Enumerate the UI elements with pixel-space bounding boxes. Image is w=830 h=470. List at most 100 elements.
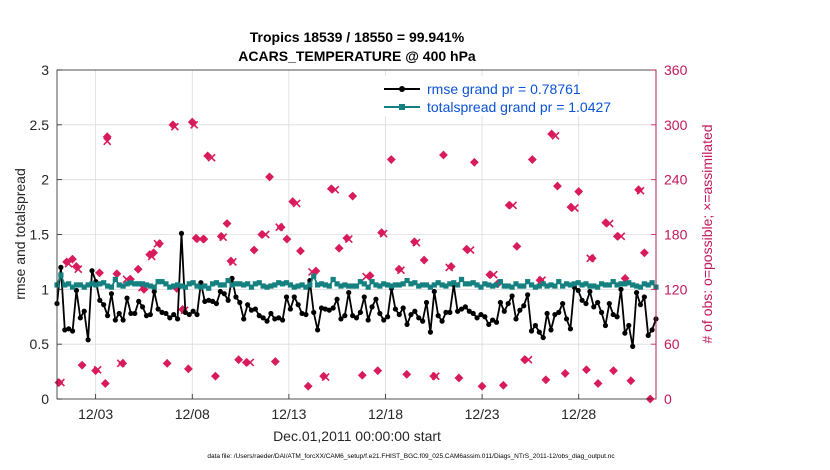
obs-assimilated-marker: [412, 238, 421, 247]
totalspread-point: [256, 280, 262, 286]
rmse-point: [579, 297, 585, 303]
rmse-point: [540, 334, 546, 341]
totalspread-point: [124, 281, 130, 287]
obs-assimilated-marker: [292, 199, 301, 208]
totalspread-point: [633, 283, 640, 289]
totalspread-point: [431, 282, 437, 288]
rmse-point: [560, 300, 566, 307]
totalspread-point: [213, 280, 220, 286]
rmse-point: [466, 308, 472, 314]
totalspread-point: [159, 279, 165, 285]
rmse-point: [595, 299, 601, 306]
totalspread-point: [396, 282, 402, 288]
rmse-point: [268, 310, 274, 317]
chart-title-line1: Tropics 18539 / 18550 = 99.941%: [250, 29, 465, 45]
totalspread-point: [462, 281, 469, 287]
totalspread-point: [283, 280, 290, 286]
obs-assimilated-marker: [74, 265, 83, 274]
x-tick-label: 12/03: [78, 406, 113, 422]
obs-possible-marker: [439, 150, 448, 160]
left-tick-label: 0.5: [30, 336, 50, 352]
obs-possible-marker: [77, 360, 87, 370]
totalspread-point: [365, 284, 371, 290]
totalspread-point: [552, 283, 558, 289]
totalspread-point: [81, 284, 87, 290]
obs-assimilated-marker: [396, 266, 406, 275]
totalspread-point: [556, 279, 562, 285]
rmse-point: [470, 310, 476, 317]
rmse-point: [155, 306, 161, 312]
rmse-point: [174, 316, 181, 322]
totalspread-point: [427, 284, 434, 290]
rmse-point: [217, 288, 223, 295]
totalspread-point: [303, 284, 309, 290]
rmse-point: [532, 322, 539, 329]
obs-possible-marker: [626, 376, 636, 386]
rmse-point: [171, 311, 177, 318]
totalspread-point: [513, 281, 519, 287]
totalspread-point: [377, 283, 383, 289]
rmse-point: [283, 294, 290, 300]
totalspread-point: [490, 283, 496, 289]
obs-assimilated-marker: [551, 131, 560, 140]
right-tick-label: 240: [664, 172, 688, 188]
obs-assimilated-marker: [170, 122, 179, 131]
obs-assimilated-marker: [617, 232, 626, 241]
rmse-point: [525, 292, 531, 298]
totalspread-point: [618, 281, 624, 287]
rmse-point: [497, 299, 504, 306]
totalspread-point: [563, 281, 570, 287]
obs-assimilated-marker: [116, 359, 125, 368]
obs-possible-marker: [95, 268, 104, 278]
obs-possible-marker: [100, 379, 110, 388]
totalspread-point: [315, 282, 321, 288]
totalspread-point: [206, 285, 212, 291]
rmse-point: [287, 306, 293, 312]
rmse-point: [69, 328, 76, 334]
x-tick-label: 12/08: [175, 406, 210, 422]
totalspread-point: [62, 282, 68, 288]
totalspread-point: [641, 281, 647, 287]
right-tick-label: 300: [664, 117, 688, 133]
rmse-point: [132, 310, 138, 317]
totalspread-point: [373, 282, 379, 288]
totalspread-point: [186, 281, 192, 287]
x-tick-label: 12/28: [561, 406, 596, 422]
obs-assimilated-marker: [362, 272, 371, 281]
rmse-point: [244, 302, 251, 308]
totalspread-point: [381, 281, 387, 287]
totalspread-point: [322, 282, 328, 288]
rmse-point: [116, 310, 122, 317]
totalspread-point: [439, 282, 445, 288]
rmse-point: [178, 230, 185, 237]
totalspread-point: [167, 284, 173, 290]
totalspread-point: [217, 282, 223, 288]
rmse-point: [443, 309, 449, 315]
obs-assimilated-marker: [207, 153, 216, 162]
rmse-point: [128, 310, 134, 317]
totalspread-point: [260, 283, 266, 289]
totalspread-point: [416, 283, 422, 289]
totalspread-point: [353, 283, 360, 289]
totalspread-point: [69, 284, 76, 290]
rmse-point: [369, 304, 375, 310]
totalspread-point: [606, 282, 612, 288]
totalspread-point: [330, 276, 336, 283]
obs-possible-marker: [222, 219, 232, 228]
rmse-point: [400, 305, 406, 311]
totalspread-point: [342, 282, 348, 288]
totalspread-point: [560, 283, 566, 289]
obs-possible-marker: [373, 366, 383, 376]
totalspread-point: [237, 281, 243, 287]
rmse-point: [303, 311, 309, 318]
totalspread-point: [295, 283, 301, 289]
rmse-point: [552, 311, 558, 318]
obs-assimilated-marker: [190, 120, 199, 129]
rmse-point: [486, 321, 492, 328]
totalspread-point: [307, 282, 313, 288]
left-axis-ticks: 0 0.5 1 1.5 2 2.5 3: [30, 62, 62, 407]
obs-possible-marker: [541, 375, 551, 385]
legend-spread-label: totalspread grand pr = 1.0427: [427, 99, 611, 115]
rmse-point: [85, 337, 91, 343]
rmse-point: [563, 316, 570, 322]
